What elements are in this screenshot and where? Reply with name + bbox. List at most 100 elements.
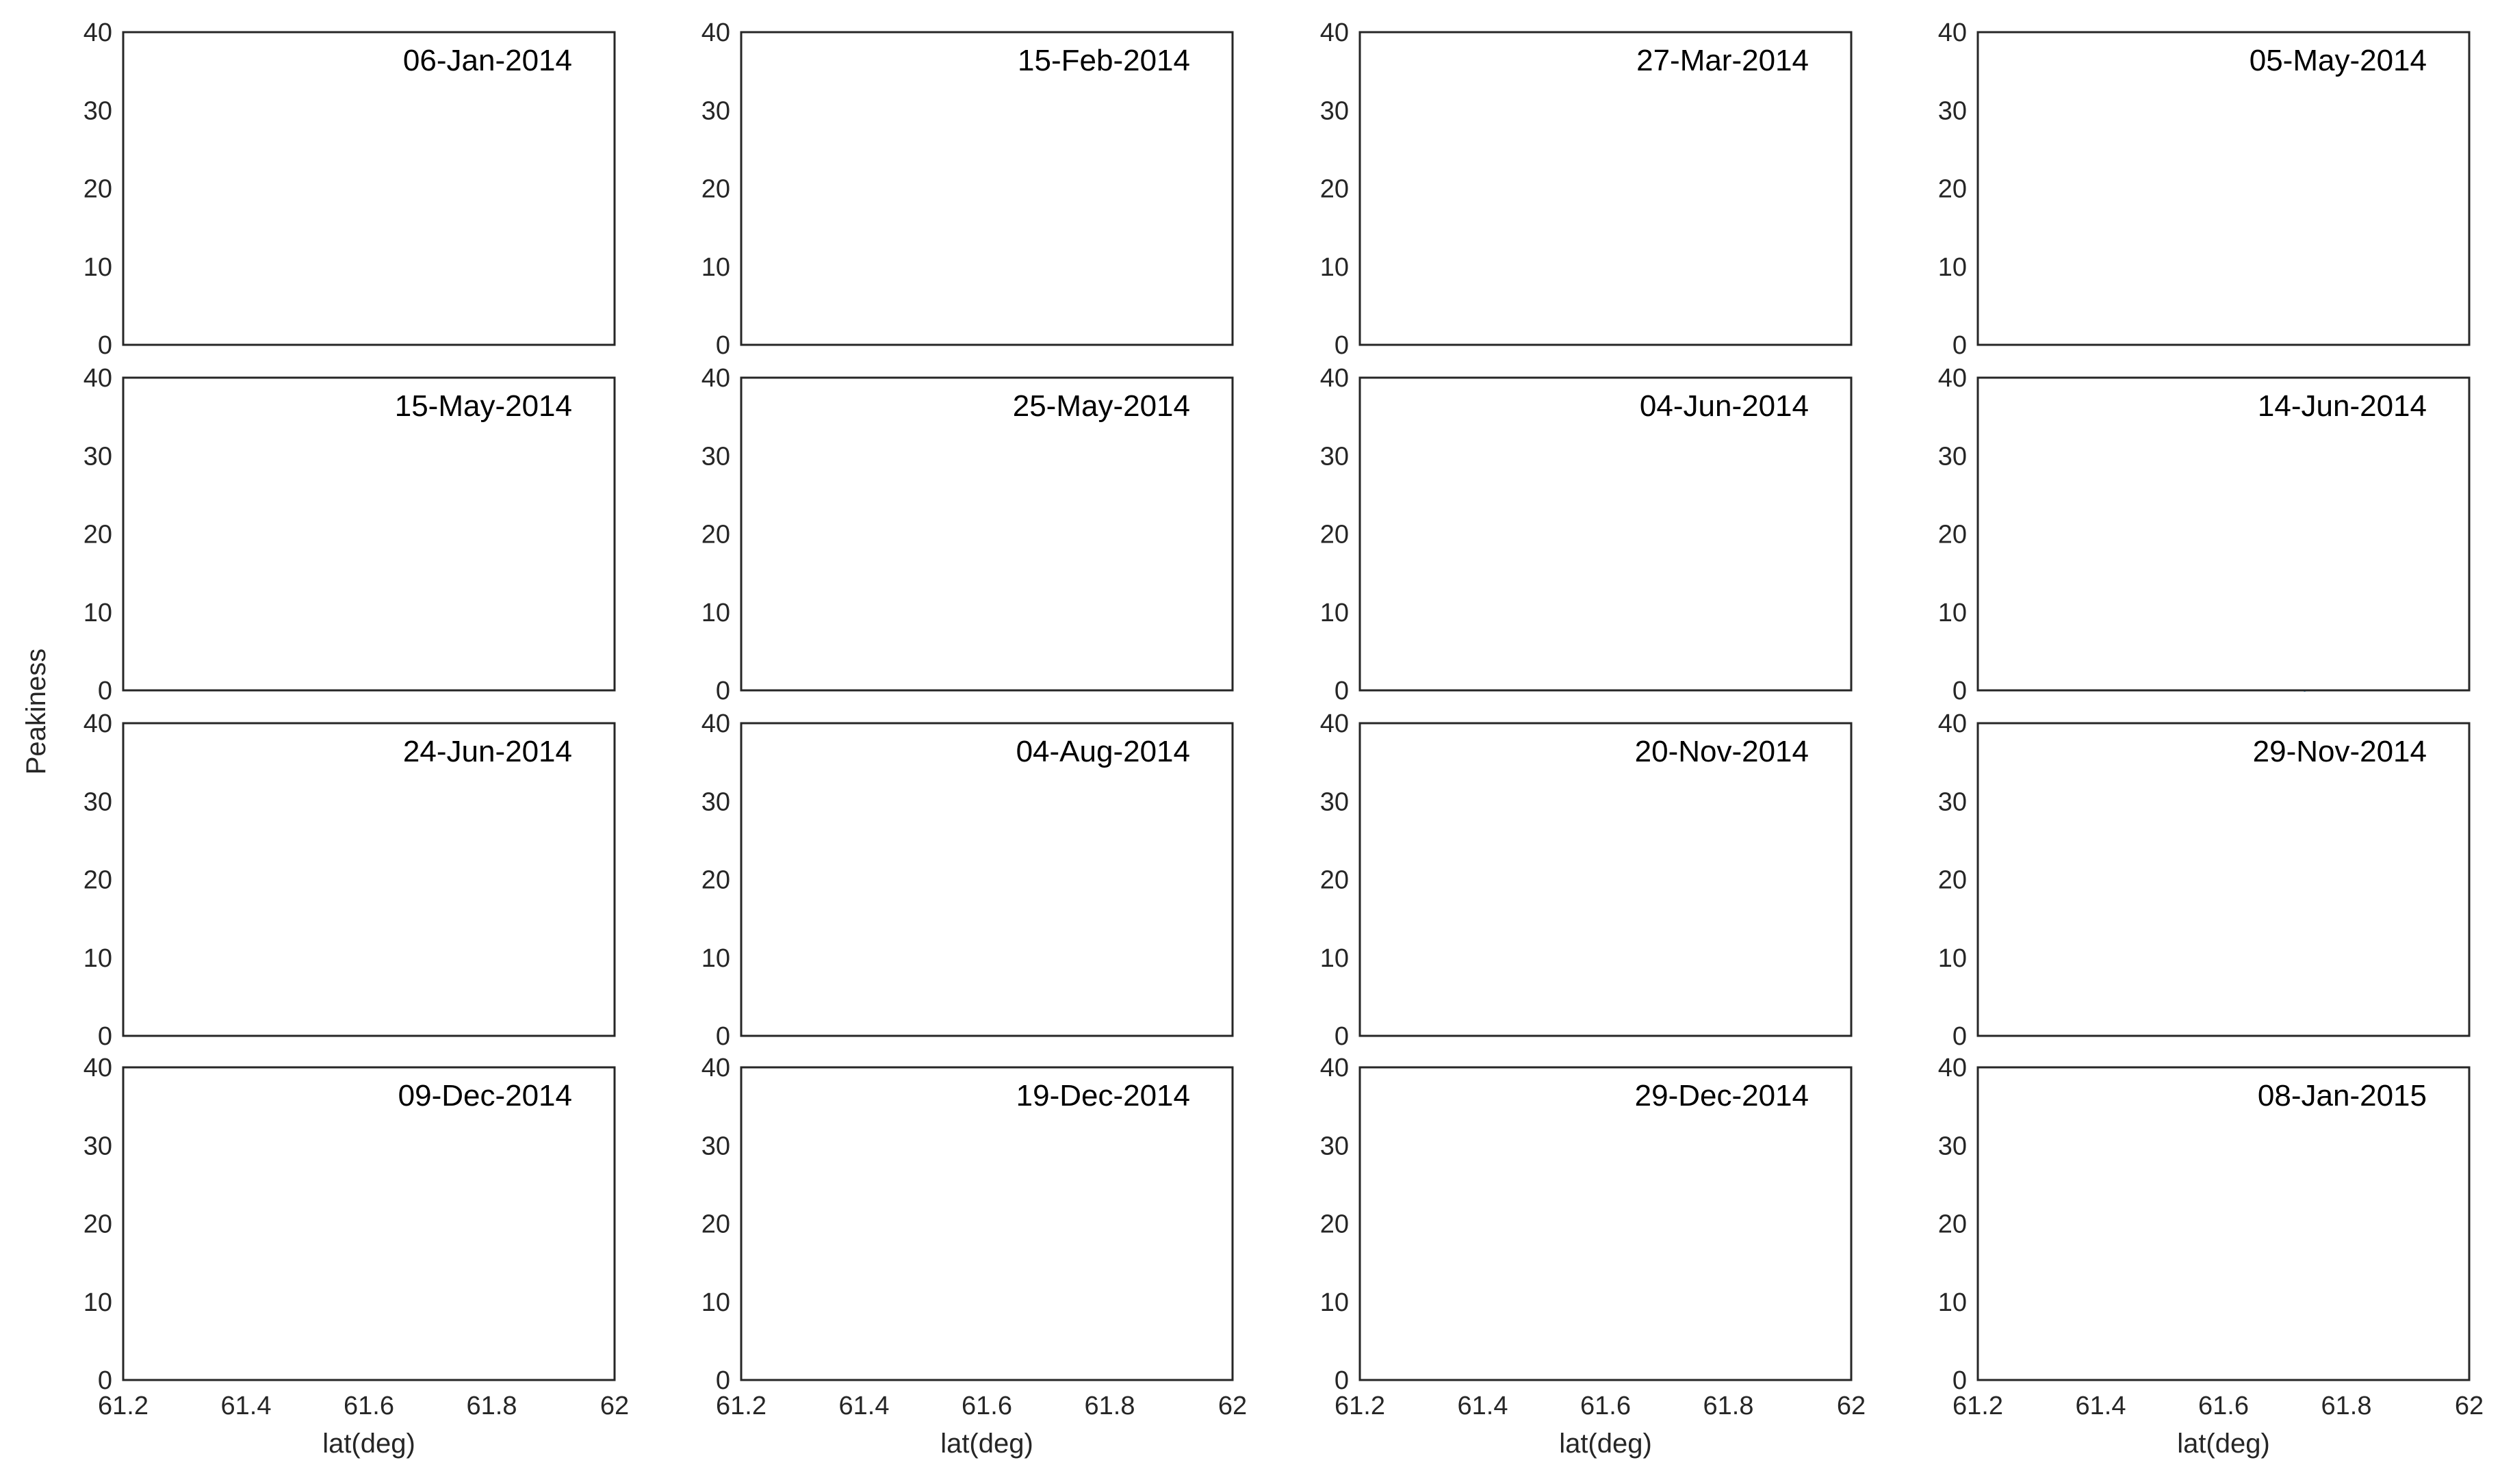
axes-frame xyxy=(1358,1066,1853,1381)
x-tick-label: 61.2 xyxy=(98,1392,149,1420)
y-tick-label: 0 xyxy=(1953,677,1967,705)
y-tick-label: 20 xyxy=(701,1210,730,1239)
panel-date-label: 20-Nov-2014 xyxy=(1635,735,1809,768)
y-tick-label: 10 xyxy=(701,1288,730,1317)
y-tick-label: 20 xyxy=(1938,866,1967,895)
y-tick-label: 10 xyxy=(83,944,112,973)
y-tick-label: 20 xyxy=(1938,1210,1967,1239)
y-tick-label: 20 xyxy=(83,521,112,549)
y-tick-label: 10 xyxy=(1320,1288,1349,1317)
x-tick-label: 61.6 xyxy=(2198,1392,2249,1420)
x-tick-label: 62 xyxy=(600,1392,629,1420)
y-tick-label: 0 xyxy=(716,677,730,705)
subplot-20-Nov-2014: 0 10 20 30 40 20-Nov-2014 xyxy=(1320,710,1853,1051)
y-tick-label: 10 xyxy=(1938,1288,1967,1317)
y-tick-label: 30 xyxy=(83,787,112,816)
y-tick-label: 20 xyxy=(701,521,730,549)
panel-date-label: 15-Feb-2014 xyxy=(1018,44,1190,77)
y-tick-label: 10 xyxy=(1938,253,1967,282)
x-tick-label: 61.6 xyxy=(344,1392,394,1420)
panel-date-label: 29-Nov-2014 xyxy=(2253,735,2427,768)
x-tick-label: 61.2 xyxy=(1953,1392,2003,1420)
x-tick-label: 61.2 xyxy=(716,1392,766,1420)
y-tick-label: 0 xyxy=(716,1022,730,1051)
x-tick-label: 61.6 xyxy=(962,1392,1012,1420)
y-tick-label: 0 xyxy=(98,677,112,705)
y-tick-label: 20 xyxy=(1320,1210,1349,1239)
y-tick-label: 30 xyxy=(83,96,112,125)
y-tick-label: 30 xyxy=(1938,442,1967,471)
y-tick-label: 30 xyxy=(701,1132,730,1160)
y-tick-label: 30 xyxy=(83,442,112,471)
y-tick-label: 0 xyxy=(98,331,112,360)
y-tick-label: 20 xyxy=(83,866,112,895)
y-tick-label: 10 xyxy=(83,253,112,282)
y-tick-label: 30 xyxy=(1320,1132,1349,1160)
y-tick-label: 10 xyxy=(1320,944,1349,973)
subplot-04-Aug-2014: 0 10 20 30 40 04-Aug-2014 xyxy=(701,710,1234,1051)
panel-date-label: 09-Dec-2014 xyxy=(398,1079,572,1112)
y-tick-label: 30 xyxy=(1938,787,1967,816)
y-tick-label: 10 xyxy=(701,599,730,627)
y-tick-label: 30 xyxy=(83,1132,112,1160)
x-tick-label: 61.6 xyxy=(1580,1392,1631,1420)
panel-date-label: 05-May-2014 xyxy=(2250,44,2427,77)
x-tick-label: 62 xyxy=(2455,1392,2484,1420)
subplot-grid: 0 10 20 30 40 06-Jan-2014 0 10 20 30 40 15-Feb-2014… xyxy=(83,18,2484,1459)
axes-frame xyxy=(740,376,1234,692)
subplot-24-Jun-2014: 0 10 20 30 40 24-Jun-2014 xyxy=(83,710,616,1051)
y-tick-label: 40 xyxy=(701,18,730,47)
y-tick-label: 0 xyxy=(716,331,730,360)
axes-frame xyxy=(1358,31,1853,346)
y-tick-label: 0 xyxy=(1953,1366,1967,1395)
axes-frame xyxy=(1976,722,2471,1037)
panel-date-label: 19-Dec-2014 xyxy=(1016,1079,1190,1112)
panel-date-label: 04-Aug-2014 xyxy=(1016,735,1190,768)
y-tick-label: 40 xyxy=(1320,364,1349,393)
panel-date-label: 25-May-2014 xyxy=(1013,389,1190,423)
shared-y-axis-label: Peakiness xyxy=(21,649,51,775)
x-axis-label: lat(deg) xyxy=(940,1429,1033,1459)
y-tick-label: 30 xyxy=(1938,1132,1967,1160)
y-tick-label: 30 xyxy=(701,96,730,125)
y-tick-label: 30 xyxy=(1320,787,1349,816)
panel-date-label: 27-Mar-2014 xyxy=(1636,44,1809,77)
y-tick-label: 20 xyxy=(1320,175,1349,204)
y-tick-label: 10 xyxy=(1938,599,1967,627)
y-tick-label: 0 xyxy=(1335,1366,1349,1395)
y-tick-label: 20 xyxy=(83,175,112,204)
y-tick-label: 40 xyxy=(701,364,730,393)
y-tick-label: 20 xyxy=(1320,521,1349,549)
y-tick-label: 40 xyxy=(1320,1054,1349,1082)
subplot-29-Nov-2014: 0 10 20 30 40 29-Nov-2014 xyxy=(1938,710,2471,1051)
y-tick-label: 10 xyxy=(1320,253,1349,282)
y-tick-label: 40 xyxy=(701,710,730,738)
axes-frame xyxy=(122,1066,616,1381)
y-tick-label: 40 xyxy=(83,18,112,47)
x-tick-label: 61.8 xyxy=(2321,1392,2372,1420)
subplot-09-Dec-2014: 0 10 20 30 40 61.2 61.4 61.6 61.8 62 lat(deg) 09-De… xyxy=(83,1054,629,1459)
x-tick-label: 61.4 xyxy=(221,1392,272,1420)
y-tick-label: 10 xyxy=(1320,599,1349,627)
x-axis-label: lat(deg) xyxy=(1559,1429,1652,1459)
y-tick-label: 0 xyxy=(1335,331,1349,360)
y-tick-label: 10 xyxy=(83,1288,112,1317)
panel-date-label: 14-Jun-2014 xyxy=(2258,389,2427,423)
y-tick-label: 40 xyxy=(1938,364,1967,393)
x-tick-label: 61.8 xyxy=(1085,1392,1135,1420)
axes-frame xyxy=(122,376,616,692)
subplot-27-Mar-2014: 0 10 20 30 40 27-Mar-2014 xyxy=(1320,18,1853,360)
subplot-08-Jan-2015: 0 10 20 30 40 61.2 61.4 61.6 61.8 62 lat(deg) 08-Ja… xyxy=(1938,1054,2484,1459)
y-tick-label: 30 xyxy=(701,787,730,816)
y-tick-label: 40 xyxy=(1320,710,1349,738)
x-tick-label: 61.8 xyxy=(467,1392,517,1420)
y-tick-label: 40 xyxy=(83,364,112,393)
subplot-15-May-2014: 0 10 20 30 40 15-May-2014 xyxy=(83,364,616,705)
y-tick-label: 20 xyxy=(1938,521,1967,549)
panel-date-label: 24-Jun-2014 xyxy=(403,735,572,768)
panel-date-label: 15-May-2014 xyxy=(395,389,572,423)
y-tick-label: 20 xyxy=(1938,175,1967,204)
panel-date-label: 04-Jun-2014 xyxy=(1640,389,1809,423)
y-tick-label: 10 xyxy=(701,944,730,973)
